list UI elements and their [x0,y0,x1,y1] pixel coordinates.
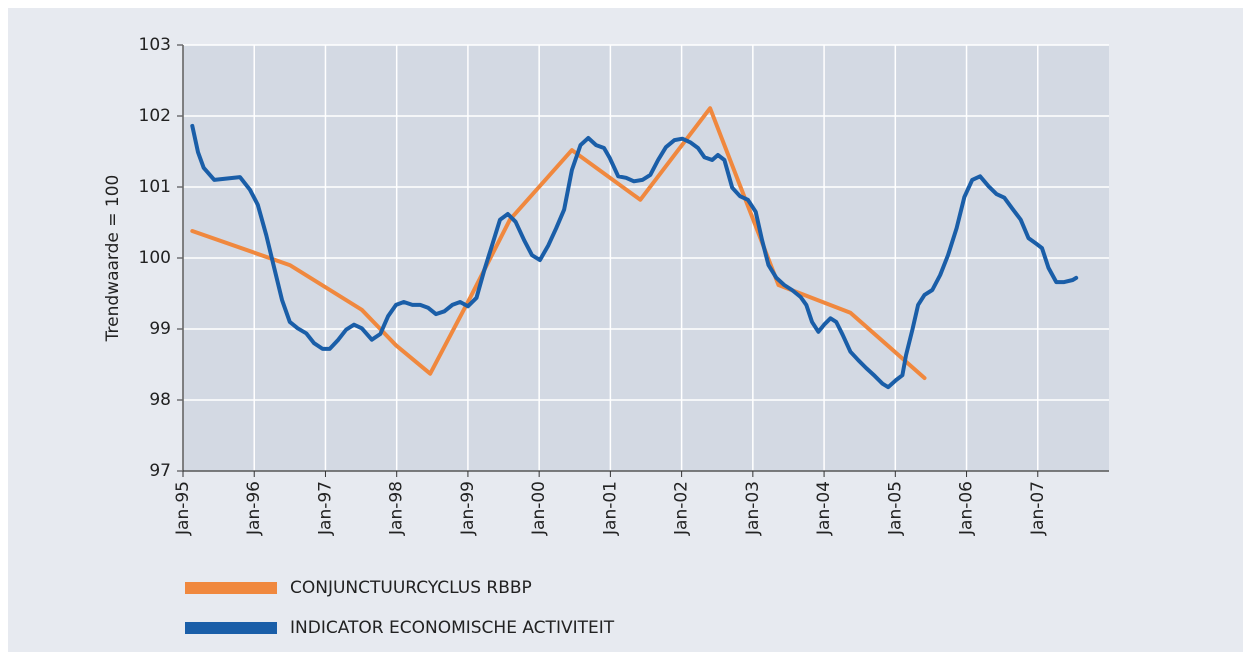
x-tick-label: Jan-96 [244,481,264,536]
x-tick-label: Jan-04 [814,481,834,536]
x-tick-label: Jan-99 [458,481,478,536]
y-tick-label: 102 [139,106,171,126]
legend-swatch [185,622,277,634]
series-line [190,123,1079,390]
legend-label: CONJUNCTUURCYCLUS RBBP [290,578,532,598]
x-tick-label: Jan-00 [529,481,549,536]
legend-swatch [185,582,277,594]
y-tick-label: 99 [149,319,171,339]
x-tick-label: Jan-02 [672,481,692,536]
series-line [190,106,927,380]
y-axis-label: Trendwaarde = 100 [103,175,123,343]
x-tick-label: Jan-01 [600,481,620,536]
x-tick-label: Jan-05 [885,481,905,536]
x-tick-label: Jan-97 [315,481,335,536]
y-tick-label: 97 [149,461,171,481]
x-tick-label: Jan-98 [387,481,407,536]
x-tick-label: Jan-03 [743,481,763,536]
y-tick-label: 101 [139,177,171,197]
y-tick-label: 100 [139,248,171,268]
x-tick-label: Jan-07 [1028,481,1048,536]
x-tick-label: Jan-95 [173,481,193,536]
y-tick-label: 98 [149,390,171,410]
x-tick-label: Jan-06 [957,481,977,536]
legend-label: INDICATOR ECONOMISCHE ACTIVITEIT [290,618,615,638]
y-tick-label: 103 [139,35,171,55]
